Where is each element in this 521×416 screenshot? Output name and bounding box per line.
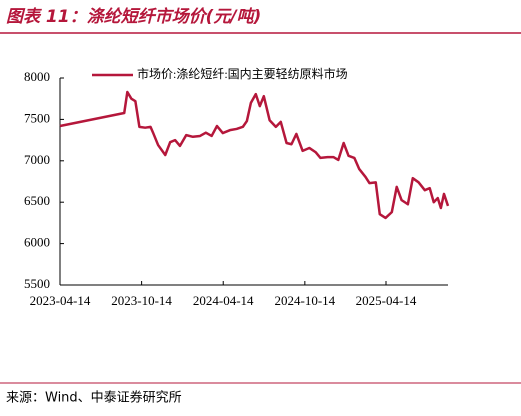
x-tick-label: 2025-04-14 — [356, 293, 417, 308]
y-tick-label: 7500 — [24, 110, 50, 125]
x-tick-label: 2024-04-14 — [193, 293, 254, 308]
x-tick-label: 2024-10-14 — [275, 293, 336, 308]
y-tick-label: 8000 — [24, 69, 50, 84]
y-tick-label: 6000 — [24, 235, 50, 250]
legend-label: 市场价:涤纶短纤:国内主要轻纺原料市场 — [137, 66, 348, 81]
y-tick-label: 7000 — [24, 152, 50, 167]
y-tick-label: 5500 — [24, 276, 50, 291]
x-tick-label: 2023-04-14 — [30, 293, 91, 308]
chart-title: 图表 11：涤纶短纤市场价(元/吨) — [6, 7, 261, 27]
y-tick-label: 6500 — [24, 193, 50, 208]
series-line — [59, 90, 450, 220]
x-tick-label: 2023-10-14 — [111, 293, 172, 308]
source: 来源：Wind、中泰证券研究所 — [6, 390, 182, 406]
